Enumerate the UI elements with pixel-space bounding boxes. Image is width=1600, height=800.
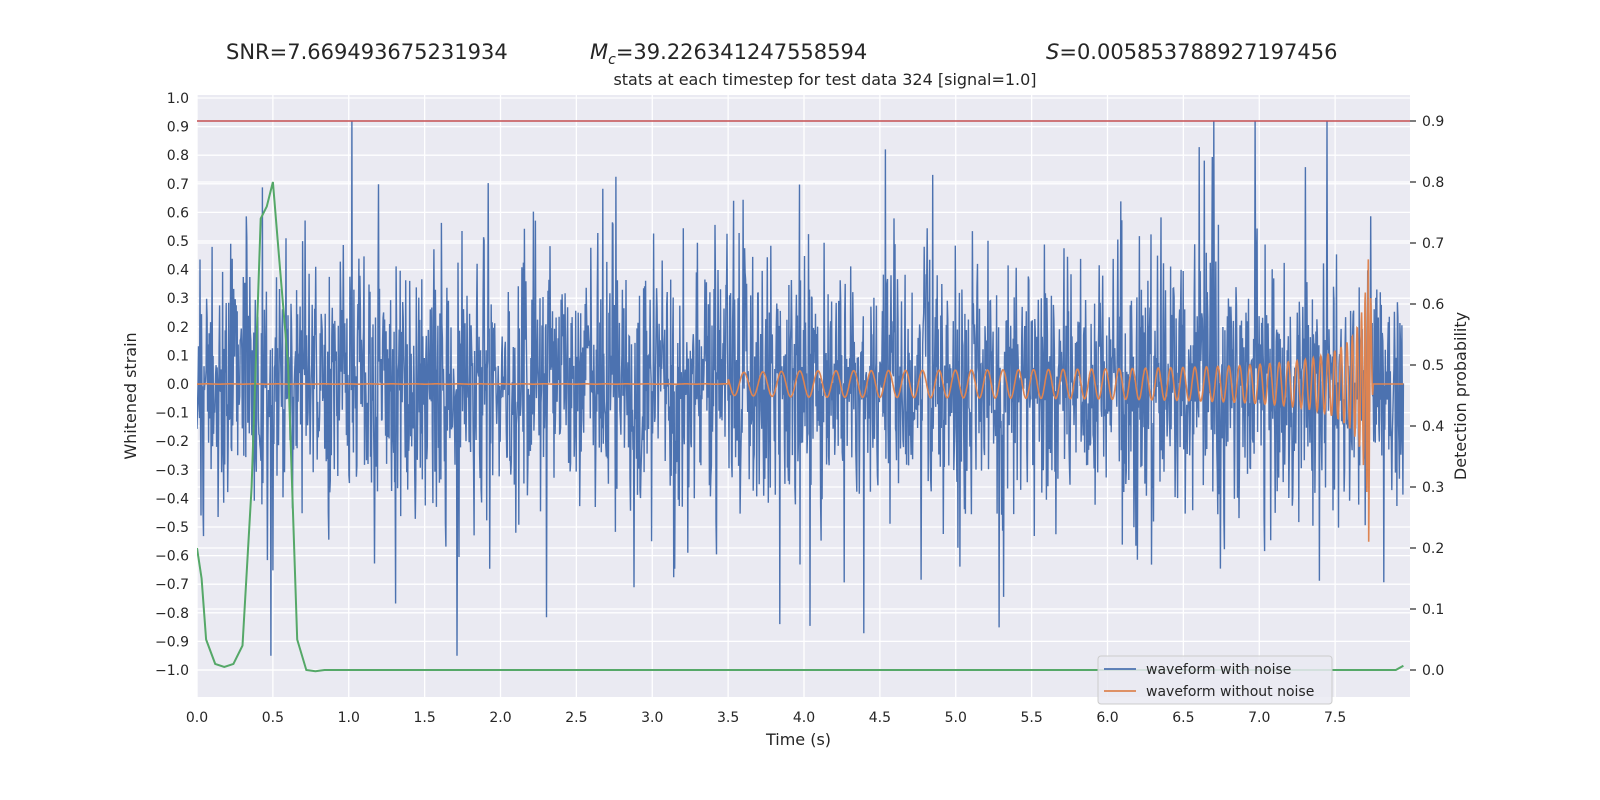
y2-tick-label: 0.7 [1422, 236, 1444, 252]
y-tick-label: −1.0 [155, 663, 189, 679]
y-tick-label: −0.6 [155, 549, 189, 565]
y-axis-label: Whitened strain [121, 332, 140, 459]
y2-tick-label: 0.5 [1422, 358, 1444, 374]
y-tick-label: 0.6 [167, 205, 189, 221]
x-tick-label: 0.5 [262, 710, 284, 726]
y-tick-label: −0.9 [155, 634, 189, 650]
x-tick-label: 7.5 [1324, 710, 1346, 726]
y-axis-ticks: 1.0 0.9 0.8 0.7 0.6 0.5 0.4 0.3 0.2 0.1 0.0 −0.1 −0.… [155, 91, 189, 679]
y2-tick-label: 0.0 [1422, 663, 1444, 679]
mc-header: Mc=39.226341247558594 [590, 40, 868, 69]
chart-title: stats at each timestep for test data 324… [613, 70, 1037, 89]
y-tick-label: 0.8 [167, 148, 189, 164]
x-axis-ticks: 0.0 0.5 1.0 1.5 2.0 2.5 3.0 3.5 4.0 4.5 5.0 5.5 6.0 6… [186, 710, 1346, 726]
y-tick-label: 0.7 [167, 177, 189, 193]
y2-axis-ticks: 0.9 0.8 0.7 0.6 0.5 0.4 0.3 0.2 0.1 0.0 [1410, 114, 1444, 679]
x-tick-label: 6.0 [1096, 710, 1118, 726]
y2-tick-label: 0.9 [1422, 114, 1444, 130]
y2-tick-label: 0.8 [1422, 175, 1444, 191]
y-tick-label: 0.3 [167, 291, 189, 307]
y-tick-label: −0.8 [155, 606, 189, 622]
x-tick-label: 1.0 [338, 710, 360, 726]
x-tick-label: 4.0 [793, 710, 815, 726]
x-tick-label: 5.0 [945, 710, 967, 726]
x-tick-label: 2.0 [489, 710, 511, 726]
y-tick-label: −0.4 [155, 491, 189, 507]
y2-tick-label: 0.2 [1422, 541, 1444, 557]
y-tick-label: −0.1 [155, 406, 189, 422]
x-tick-label: 6.5 [1172, 710, 1194, 726]
y2-axis-label: Detection probability [1451, 312, 1470, 480]
y-tick-label: 0.5 [167, 234, 189, 250]
legend-label: waveform with noise [1146, 662, 1291, 678]
y-tick-label: −0.7 [155, 577, 189, 593]
x-tick-label: 3.0 [641, 710, 663, 726]
y-tick-label: −0.2 [155, 434, 189, 450]
x-tick-label: 7.0 [1248, 710, 1270, 726]
y-tick-label: 0.9 [167, 120, 189, 136]
y2-tick-label: 0.1 [1422, 602, 1444, 618]
x-axis-label: Time (s) [765, 730, 831, 749]
y-tick-label: 0.1 [167, 348, 189, 364]
x-tick-label: 2.5 [565, 710, 587, 726]
x-tick-label: 5.5 [1020, 710, 1042, 726]
y-tick-label: 0.4 [167, 263, 189, 279]
y2-tick-label: 0.4 [1422, 419, 1444, 435]
series-waveform-with-noise [197, 120, 1405, 656]
x-tick-label: 1.5 [413, 710, 435, 726]
y-tick-label: 0.0 [167, 377, 189, 393]
series-waveform-without-noise [197, 259, 1404, 542]
s-header: S=0.005853788927197456 [1046, 40, 1338, 64]
x-tick-label: 3.5 [717, 710, 739, 726]
y-tick-label: 0.2 [167, 320, 189, 336]
y-tick-label: −0.3 [155, 463, 189, 479]
y-tick-label: −0.5 [155, 520, 189, 536]
x-tick-label: 0.0 [186, 710, 208, 726]
legend-label: waveform without noise [1146, 684, 1314, 700]
x-tick-label: 4.5 [869, 710, 891, 726]
y-tick-label: 1.0 [167, 91, 189, 107]
y2-tick-label: 0.6 [1422, 297, 1444, 313]
y2-tick-label: 0.3 [1422, 480, 1444, 496]
legend-box [1097, 655, 1333, 705]
snr-header: SNR=7.669493675231934 [226, 40, 508, 64]
legend: waveform with noise waveform without nois… [1097, 655, 1333, 705]
